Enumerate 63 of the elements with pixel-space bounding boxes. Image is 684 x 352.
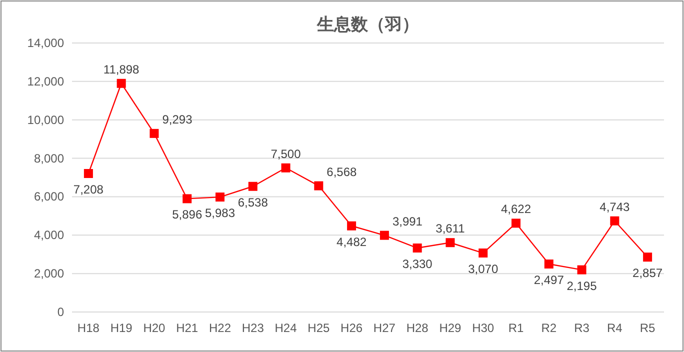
x-tick-label: H20 [143,321,166,335]
data-label: 6,538 [238,195,268,210]
data-label: 4,743 [600,200,630,214]
point [446,238,455,248]
point [84,169,93,178]
x-tick-label: H23 [242,321,264,335]
point [380,230,389,240]
x-tick-label: R4 [606,321,623,335]
x-tick-label: H29 [439,321,462,335]
data-label: 2,195 [566,278,598,293]
point [643,252,652,262]
data-label: 9,293 [162,112,193,126]
point [478,248,488,258]
point [512,218,520,228]
y-tick-label: 6,000 [34,190,64,204]
point [314,181,324,190]
data-label: 3,611 [436,222,466,236]
point [347,221,356,230]
point [216,192,224,202]
data-label: 4,622 [500,202,532,216]
point [610,216,620,226]
x-tick-label: H21 [176,321,198,335]
y-tick-label: 10,000 [27,112,64,127]
point [577,265,586,274]
point [182,194,192,204]
x-tick-label: H19 [110,321,133,335]
data-label: 6,568 [326,164,358,179]
data-label: 3,330 [402,257,433,272]
y-tick-label: 8,000 [34,151,64,166]
x-tick-label: R3 [574,321,590,335]
x-tick-label: H24 [274,321,298,335]
point [150,128,159,138]
x-tick-label: H27 [373,321,396,335]
point [248,182,258,191]
data-label: 7,208 [73,182,104,197]
data-label: 3,991 [392,214,423,228]
x-tick-label: H25 [308,321,330,335]
x-tick-label: R5 [640,321,656,335]
data-label: 2,857 [632,266,663,280]
y-tick-label: 12,000 [27,74,64,88]
chart-title: 生息数（羽） [316,15,419,34]
x-tick-label: R1 [508,321,524,335]
point [281,163,290,172]
data-label: 5,983 [204,206,236,220]
y-tick-label: 2,000 [34,266,64,281]
data-label: 11,898 [103,62,140,76]
x-tick-label: H18 [77,321,100,335]
y-tick-label: 4,000 [34,228,64,242]
y-tick-label: 0 [57,305,64,319]
data-label: 2,497 [534,273,564,288]
x-tick-label: H22 [208,321,232,335]
data-label: 3,070 [468,262,498,276]
data-label: 7,500 [270,146,302,161]
x-tick-label: R2 [541,321,557,335]
data-label: 4,482 [336,234,367,249]
data-label: 5,896 [172,208,202,222]
x-tick-label: H26 [340,321,363,335]
point [544,260,554,269]
x-tick-label: H28 [406,321,429,335]
x-tick-label: H30 [472,321,494,335]
y-tick-label: 14,000 [27,36,64,50]
point [412,244,422,253]
point [116,78,126,88]
